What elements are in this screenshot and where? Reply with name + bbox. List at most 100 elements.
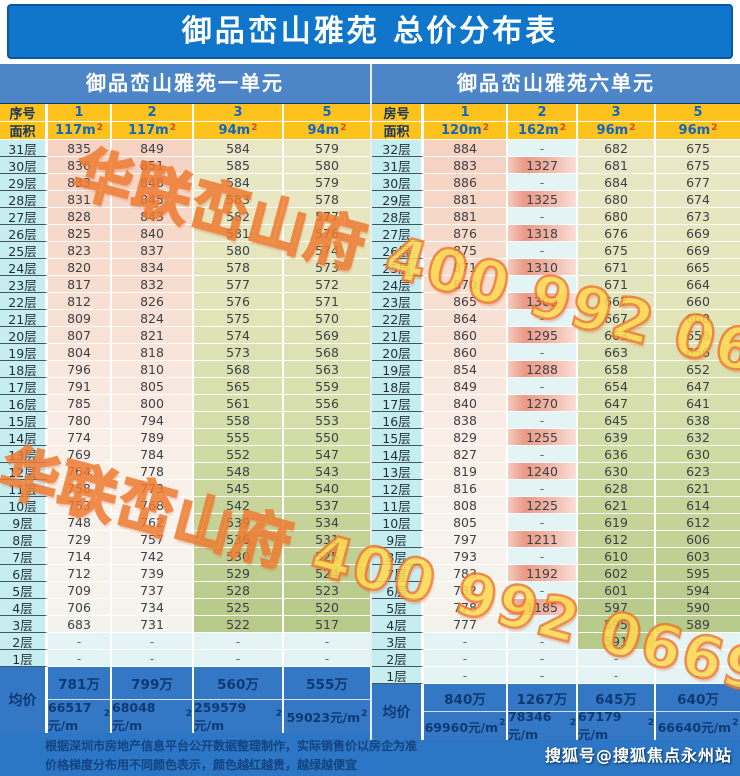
- price-cell: -: [112, 650, 194, 667]
- floor-label: 12层: [372, 480, 424, 497]
- price-cell: 810: [112, 361, 194, 378]
- price-cell: -: [508, 242, 578, 259]
- price-cell: 547: [284, 446, 370, 463]
- price-cell: 619: [578, 514, 656, 531]
- price-cell: 807: [48, 327, 112, 344]
- price-cell: -: [508, 480, 578, 497]
- price-cell: 734: [112, 599, 194, 616]
- floor-row: 26层 825 840 581 576: [0, 225, 370, 242]
- column-header: 1: [48, 104, 112, 122]
- floor-row: 17层 791 805 565 559: [0, 378, 370, 395]
- price-cell: -: [508, 174, 578, 191]
- price-cell: -: [508, 412, 578, 429]
- floor-label: 26层: [372, 242, 424, 259]
- floor-row: 22层 812 826 576 571: [0, 293, 370, 310]
- price-cell: 819: [424, 463, 508, 480]
- price-cell: 729: [48, 531, 112, 548]
- price-cell: 522: [194, 616, 284, 633]
- price-cell: -: [424, 650, 508, 667]
- price-cell: 579: [284, 140, 370, 157]
- price-cell: 569: [284, 327, 370, 344]
- column-header: 3: [194, 104, 284, 122]
- floor-label: 13层: [372, 463, 424, 480]
- floor-row: 1层 - - - -: [0, 650, 370, 667]
- price-cell: 875: [424, 242, 508, 259]
- price-cell: 791: [48, 378, 112, 395]
- price-cell: 764: [48, 463, 112, 480]
- price-cell: 860: [424, 344, 508, 361]
- price-cell: 805: [424, 514, 508, 531]
- price-cell: 589: [656, 616, 740, 633]
- floor-row: 12层 764 778 548 543: [0, 463, 370, 480]
- average-total-price: 1267万: [508, 684, 578, 712]
- price-cell: -: [656, 650, 740, 667]
- floor-label: 15层: [372, 429, 424, 446]
- floor-row: 3层 - -591-: [372, 633, 740, 650]
- floor-row: 23层 817 832 577 572: [0, 276, 370, 293]
- price-cell: 742: [112, 548, 194, 565]
- floor-row: 4层 706 734 525 520: [0, 599, 370, 616]
- price-cell: 1225: [508, 497, 578, 514]
- floor-label: 10层: [372, 514, 424, 531]
- price-cell: 834: [112, 259, 194, 276]
- floor-row: 13层 769 784 552 547: [0, 446, 370, 463]
- price-cell: 826: [112, 293, 194, 310]
- price-cell: -: [284, 650, 370, 667]
- price-cell: 682: [578, 140, 656, 157]
- floor-row: 8层 793-610 603: [372, 548, 740, 565]
- price-cell: 1211: [508, 531, 578, 548]
- floor-label: 11层: [372, 497, 424, 514]
- floor-row: 31层 883 1327 681 675: [372, 157, 740, 174]
- price-cell: 757: [112, 531, 194, 548]
- column-header: 1: [424, 104, 508, 122]
- price-cell: 883: [424, 157, 508, 174]
- area-value: 96m 2: [578, 122, 656, 140]
- price-cell: 669: [656, 225, 740, 242]
- floor-row: 29层 881 1325 680 674: [372, 191, 740, 208]
- price-cell: -: [508, 616, 578, 633]
- average-total-price: 645万: [578, 684, 656, 712]
- price-cell: 585: [194, 157, 284, 174]
- price-cell: 836: [48, 157, 112, 174]
- price-cell: 610: [578, 548, 656, 565]
- floor-row: 14层 827-636 630: [372, 446, 740, 463]
- header-row: 序号 1 2 3 5: [0, 104, 370, 122]
- price-cell: 1185: [508, 599, 578, 616]
- price-cell: 793: [424, 548, 508, 565]
- floor-label: 31层: [0, 140, 48, 157]
- price-cell: 840: [112, 225, 194, 242]
- floor-label: 27层: [372, 225, 424, 242]
- price-cell: 645: [578, 412, 656, 429]
- price-cell: -: [48, 650, 112, 667]
- floor-row: 6层 712 739 529 524: [0, 565, 370, 582]
- price-cell: -: [194, 633, 284, 650]
- floor-label: 19层: [372, 361, 424, 378]
- average-unit-price: 66517元/m 2: [48, 699, 112, 733]
- price-cell: 684: [578, 174, 656, 191]
- floor-row: 8层 729 757 536 531: [0, 531, 370, 548]
- floor-label: 27层: [0, 208, 48, 225]
- average-price-label: 均价: [372, 684, 424, 740]
- footer-note-source: 根据深圳市房地产信息平台公开数据整理制作，实际销售价以房企为准: [45, 739, 418, 753]
- price-cell: 808: [424, 497, 508, 514]
- price-cell: 671: [578, 259, 656, 276]
- price-cell: -: [424, 667, 508, 684]
- price-cell: 677: [656, 174, 740, 191]
- price-cell: 652: [656, 361, 740, 378]
- floor-row: 23层 865 1303 667 660: [372, 293, 740, 310]
- price-cell: 582: [194, 208, 284, 225]
- floor-label: 3层: [0, 616, 48, 633]
- price-cell: 1325: [508, 191, 578, 208]
- price-cell: 590: [656, 599, 740, 616]
- area-value: 120m 2: [424, 122, 508, 140]
- floor-row: 7层 783 1192 602 595: [372, 565, 740, 582]
- floor-label: 18层: [372, 378, 424, 395]
- price-cell: 843: [112, 208, 194, 225]
- price-cell: 675: [656, 157, 740, 174]
- price-cell: 849: [424, 378, 508, 395]
- floor-label: 25层: [372, 259, 424, 276]
- price-cell: 831: [48, 191, 112, 208]
- floor-label: 31层: [372, 157, 424, 174]
- floor-label: 9层: [372, 531, 424, 548]
- floor-label: 20层: [372, 344, 424, 361]
